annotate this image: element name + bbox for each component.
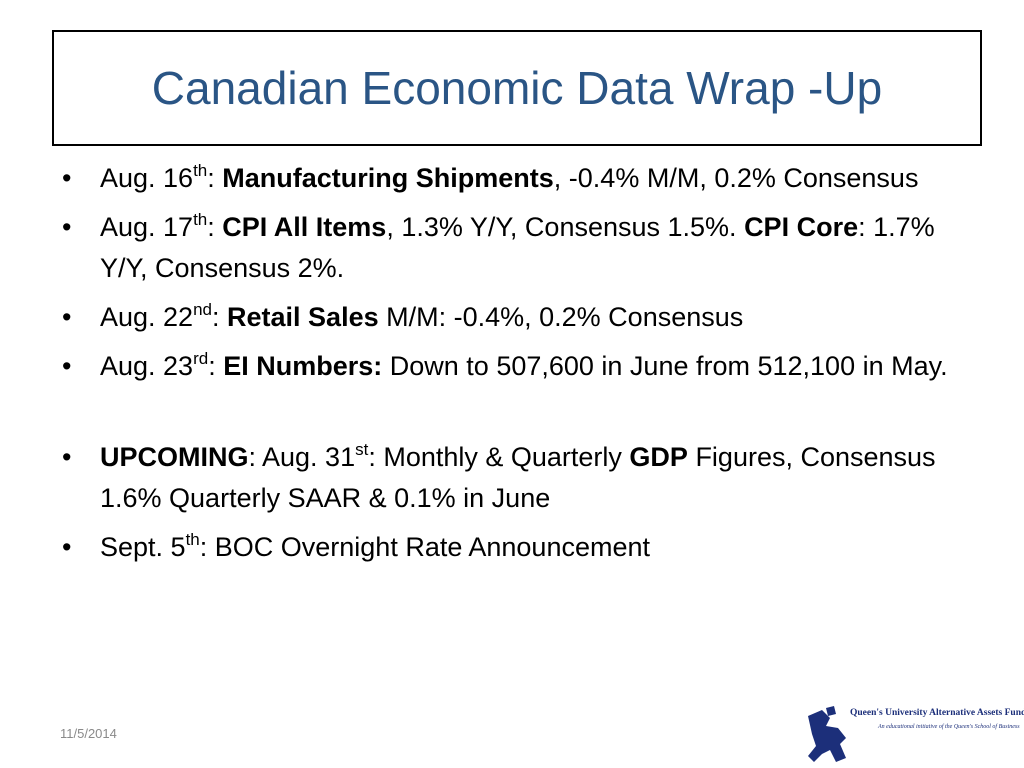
- text-run: :: [207, 163, 223, 193]
- text-run: Aug. 23: [100, 351, 194, 381]
- bullet-item: Aug. 23rd: EI Numbers: Down to 507,600 i…: [62, 346, 982, 387]
- text-run: M/M: -0.4%, 0.2% Consensus: [378, 302, 744, 332]
- bullet-item: Aug. 16th: Manufacturing Shipments, -0.4…: [62, 158, 982, 199]
- bold-text: UPCOMING: [100, 442, 249, 472]
- text-run: : 1.7% Y/Y, Consensus 2%.: [100, 212, 935, 283]
- bullet-item: UPCOMING: Aug. 31st: Monthly & Quarterly…: [62, 437, 982, 519]
- superscript: th: [193, 161, 208, 180]
- bold-text: GDP: [629, 442, 688, 472]
- bullet-item: Aug. 22nd: Retail Sales M/M: -0.4%, 0.2%…: [62, 297, 982, 338]
- text-run: Sept. 5: [100, 532, 186, 562]
- text-run: Figures, Consensus 1.6% Quarterly SAAR &…: [100, 442, 936, 513]
- superscript: st: [355, 440, 369, 459]
- bold-text: CPI Core: [744, 212, 859, 242]
- bold-text: Manufacturing Shipments: [222, 163, 554, 193]
- bold-text: Retail Sales: [227, 302, 379, 332]
- superscript: nd: [193, 300, 212, 319]
- text-run: Aug. 22: [100, 302, 194, 332]
- logo-name: Queen's University Alternative Assets Fu…: [850, 708, 1024, 718]
- text-run: :: [208, 351, 224, 381]
- bullet-item: Aug. 17th: CPI All Items, 1.3% Y/Y, Cons…: [62, 207, 982, 289]
- text-run: Aug. 16: [100, 163, 194, 193]
- text-run: :: [212, 302, 228, 332]
- logo-tagline: An educational initiative of the Queen's…: [878, 724, 1020, 730]
- superscript: th: [193, 210, 208, 229]
- footer-date: 11/5/2014: [60, 726, 117, 741]
- text-run: : Monthly & Quarterly: [368, 442, 630, 472]
- text-run: Down to 507,600 in June from 512,100 in …: [382, 351, 948, 381]
- superscript: rd: [193, 349, 209, 368]
- title: Canadian Economic Data Wrap -Up: [151, 62, 883, 114]
- logo-icon: [808, 706, 846, 762]
- bold-text: EI Numbers:: [223, 351, 383, 381]
- logo: Queen's University Alternative Assets Fu…: [800, 704, 1024, 766]
- text-run: , 1.3% Y/Y, Consensus 1.5%.: [386, 212, 745, 242]
- bullet-item: Sept. 5th: BOC Overnight Rate Announceme…: [62, 527, 982, 568]
- text-run: : Aug. 31: [248, 442, 356, 472]
- bold-text: CPI All Items: [222, 212, 387, 242]
- title-box: Canadian Economic Data Wrap -Up: [52, 30, 982, 146]
- bullet-list: Aug. 16th: Manufacturing Shipments, -0.4…: [62, 158, 982, 576]
- text-run: :: [207, 212, 223, 242]
- text-run: : BOC Overnight Rate Announcement: [199, 532, 650, 562]
- text-run: Aug. 17: [100, 212, 194, 242]
- superscript: th: [185, 530, 200, 549]
- text-run: , -0.4% M/M, 0.2% Consensus: [553, 163, 919, 193]
